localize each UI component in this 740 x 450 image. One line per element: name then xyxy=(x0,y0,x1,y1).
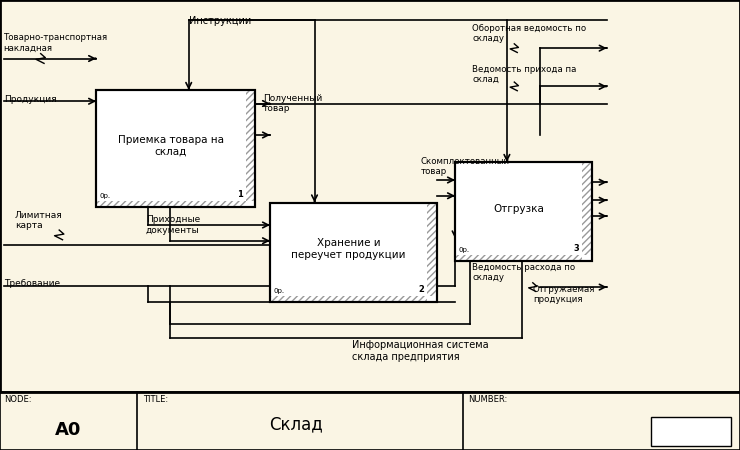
Text: NODE:: NODE: xyxy=(4,395,31,404)
Text: Ведомость прихода па
склад: Ведомость прихода па склад xyxy=(472,64,576,84)
Text: 1: 1 xyxy=(237,190,243,199)
Text: Инструкции: Инструкции xyxy=(189,16,251,26)
Text: Лимитная
карта: Лимитная карта xyxy=(15,211,63,230)
Text: Информационная система
склада предприятия: Информационная система склада предприяти… xyxy=(352,340,488,362)
Bar xyxy=(582,162,592,255)
Bar xyxy=(270,202,437,302)
Bar xyxy=(455,162,592,261)
Text: Оборотная ведомость по
складу: Оборотная ведомость по складу xyxy=(472,24,586,44)
Bar xyxy=(270,296,427,302)
Text: Скомплектованный
товар: Скомплектованный товар xyxy=(420,157,509,176)
Bar xyxy=(246,90,255,201)
Text: Товарно-транспортная
накладная: Товарно-транспортная накладная xyxy=(4,33,108,53)
Text: Хранение и
переучет продукции: Хранение и переучет продукции xyxy=(292,238,406,260)
Text: NUMBER:: NUMBER: xyxy=(468,395,508,404)
Text: 2: 2 xyxy=(418,285,424,294)
Text: TITLE:: TITLE: xyxy=(143,395,168,404)
Text: Ведомость расхода по
складу: Ведомость расхода по складу xyxy=(472,262,575,282)
Text: Требование: Требование xyxy=(4,279,60,288)
Text: 0р.: 0р. xyxy=(100,194,111,199)
Bar xyxy=(0,0,740,392)
Bar xyxy=(455,162,592,261)
Text: 3: 3 xyxy=(574,244,579,253)
Text: Склад: Склад xyxy=(269,415,323,433)
Text: Приемка товара на
склад: Приемка товара на склад xyxy=(118,135,224,156)
Bar xyxy=(270,202,437,302)
Bar xyxy=(455,255,582,261)
Text: 0р.: 0р. xyxy=(274,288,285,294)
Bar xyxy=(96,90,255,207)
Bar xyxy=(651,417,731,446)
Text: Отгружаемая
продукция: Отгружаемая продукция xyxy=(533,285,595,305)
Bar xyxy=(96,90,255,207)
Text: Приходные
документы: Приходные документы xyxy=(146,215,200,235)
Text: A0: A0 xyxy=(55,421,81,439)
Bar xyxy=(96,201,246,207)
Text: Продукция: Продукция xyxy=(4,94,56,104)
Text: 0р.: 0р. xyxy=(459,248,470,253)
Text: Отгрузка: Отгрузка xyxy=(494,203,544,214)
Text: Полученный
товар: Полученный товар xyxy=(263,94,322,113)
Bar xyxy=(427,202,437,296)
